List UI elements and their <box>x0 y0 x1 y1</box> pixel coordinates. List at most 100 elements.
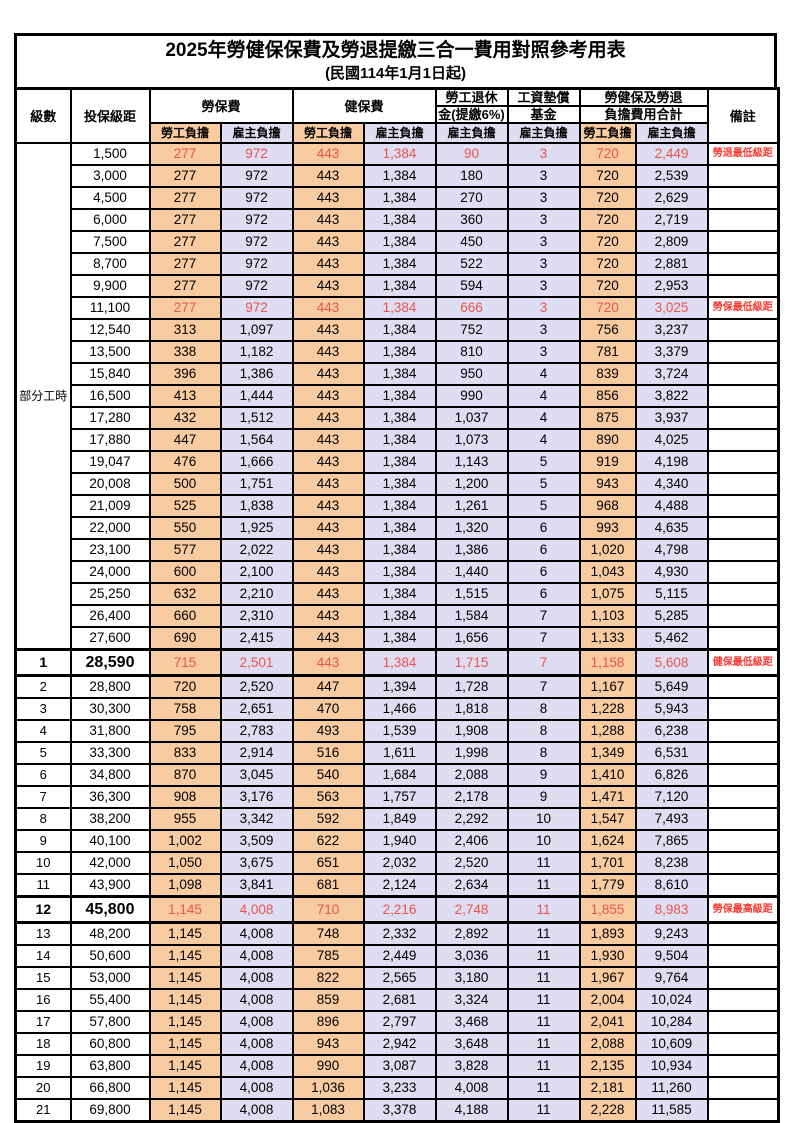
pension-employer-cell: 3,180 <box>434 966 509 990</box>
labor-employee-cell: 1,002 <box>148 829 222 853</box>
bracket-cell: 60,800 <box>69 1032 151 1056</box>
total-employer-cell: 6,238 <box>634 719 709 743</box>
health-employer-cell: 1,384 <box>362 252 437 276</box>
health-employer-cell: 3,378 <box>362 1098 437 1123</box>
health-employee-cell: 896 <box>291 1010 365 1034</box>
labor-employee-cell: 715 <box>148 648 222 677</box>
total-employee-cell: 1,167 <box>578 674 637 699</box>
subheader-health-employee: 勞工負擔 <box>291 122 365 144</box>
total-employer-cell: 3,822 <box>634 384 709 408</box>
wage-fund-employer-cell: 3 <box>506 340 581 364</box>
pension-employer-cell: 90 <box>434 142 509 166</box>
labor-employer-cell: 2,415 <box>219 626 294 651</box>
col-header-total-line2: 負擔費用合計 <box>578 105 709 124</box>
table-row: 24,000 600 2,100 443 1,384 1,440 6 1,043 4,930 <box>16 560 780 584</box>
remark-cell <box>706 186 780 210</box>
col-header-total-line1: 勞健保及勞退 <box>578 87 709 107</box>
labor-employer-cell: 1,444 <box>219 384 294 408</box>
wage-fund-employer-cell: 11 <box>506 1010 581 1034</box>
table-row: 27,600 690 2,415 443 1,384 1,656 7 1,133 5,462 <box>16 626 780 651</box>
labor-employee-cell: 500 <box>148 472 222 496</box>
remark-cell <box>706 851 780 875</box>
labor-employee-cell: 277 <box>148 208 222 232</box>
labor-employer-cell: 1,386 <box>219 362 294 386</box>
pension-employer-cell: 1,656 <box>434 626 509 651</box>
pension-employer-cell: 3,648 <box>434 1032 509 1056</box>
labor-employer-cell: 972 <box>219 186 294 210</box>
labor-employee-cell: 277 <box>148 252 222 276</box>
table-row: 10 42,000 1,050 3,675 651 2,032 2,520 11 1,701 8,… <box>14 851 780 875</box>
health-employer-cell: 1,466 <box>362 697 437 721</box>
table-row: 21 69,800 1,145 4,008 1,083 3,378 4,188 11 2,228… <box>14 1098 780 1123</box>
bracket-cell: 34,800 <box>69 763 151 787</box>
wage-fund-employer-cell: 11 <box>506 988 581 1012</box>
total-employer-cell: 5,608 <box>634 648 709 677</box>
bracket-cell: 43,900 <box>69 873 151 898</box>
total-employer-cell: 3,379 <box>634 340 709 364</box>
bracket-cell: 4,500 <box>69 186 151 210</box>
remark-cell <box>706 362 780 386</box>
bracket-cell: 48,200 <box>69 921 151 946</box>
bracket-cell: 11,100 <box>69 296 151 320</box>
wage-fund-employer-cell: 7 <box>506 648 581 677</box>
wage-fund-employer-cell: 5 <box>506 494 581 518</box>
wage-fund-employer-cell: 6 <box>506 560 581 584</box>
table-row: 20,008 500 1,751 443 1,384 1,200 5 943 4,340 <box>16 472 780 496</box>
pension-employer-cell: 2,520 <box>434 851 509 875</box>
table-row: 5 33,300 833 2,914 516 1,611 1,998 8 1,349 6,531 <box>14 741 780 765</box>
bracket-cell: 27,600 <box>69 626 151 651</box>
labor-employer-cell: 972 <box>219 208 294 232</box>
labor-employer-cell: 4,008 <box>219 1076 294 1100</box>
total-employer-cell: 3,025 <box>634 296 709 320</box>
level-cell: 20 <box>14 1076 72 1100</box>
table-row: 11 43,900 1,098 3,841 681 2,124 2,634 11 1,779 8,… <box>14 873 780 898</box>
wage-fund-employer-cell: 3 <box>506 186 581 210</box>
remark-cell: 勞保最高級距 <box>706 895 780 924</box>
health-employee-cell: 443 <box>291 582 365 606</box>
health-employee-cell: 516 <box>291 741 365 765</box>
labor-employee-cell: 1,145 <box>148 1032 222 1056</box>
pension-employer-cell: 752 <box>434 318 509 342</box>
table-row: 25,250 632 2,210 443 1,384 1,515 6 1,075 5,115 <box>16 582 780 606</box>
table-row: 4,500 277 972 443 1,384 270 3 720 2,629 <box>16 186 780 210</box>
bracket-cell: 9,900 <box>69 274 151 298</box>
remark-cell <box>706 697 780 721</box>
total-employer-cell: 6,826 <box>634 763 709 787</box>
pension-employer-cell: 1,818 <box>434 697 509 721</box>
health-employee-cell: 1,083 <box>291 1098 365 1123</box>
total-employee-cell: 1,133 <box>578 626 637 651</box>
labor-employer-cell: 1,925 <box>219 516 294 540</box>
remark-cell <box>706 719 780 743</box>
remark-cell <box>706 921 780 946</box>
col-header-wage-fund-line2: 基金 <box>506 105 581 124</box>
table-row: 15 53,000 1,145 4,008 822 2,565 3,180 11 1,967 9,… <box>14 966 780 990</box>
labor-employer-cell: 2,310 <box>219 604 294 628</box>
wage-fund-employer-cell: 3 <box>506 230 581 254</box>
remark-cell <box>706 516 780 540</box>
labor-employer-cell: 4,008 <box>219 921 294 946</box>
table-row: 11,100 277 972 443 1,384 666 3 720 3,025 勞保最低級距 <box>16 296 780 320</box>
bracket-cell: 26,400 <box>69 604 151 628</box>
table-body: 部分工時 1,500 277 972 443 1,384 90 3 720 2,449 勞退最低級距… <box>14 142 780 1123</box>
total-employer-cell: 4,930 <box>634 560 709 584</box>
bracket-cell: 30,300 <box>69 697 151 721</box>
health-employer-cell: 1,384 <box>362 230 437 254</box>
fee-table: 級數 投保級距 勞保費 健保費 勞工退休 工資墊償 勞健保及勞退 備註 金(提繳… <box>14 87 781 1123</box>
subheader-pension-employer: 雇主負擔 <box>434 122 509 144</box>
wage-fund-employer-cell: 9 <box>506 763 581 787</box>
labor-employer-cell: 1,751 <box>219 472 294 496</box>
bracket-cell: 20,008 <box>69 472 151 496</box>
total-employer-cell: 5,649 <box>634 674 709 699</box>
bracket-cell: 36,300 <box>69 785 151 809</box>
page-title: 2025年勞健保保費及勞退提繳三合一費用對照參考用表 <box>165 40 626 61</box>
wage-fund-employer-cell: 4 <box>506 362 581 386</box>
labor-employer-cell: 3,841 <box>219 873 294 898</box>
level-cell: 1 <box>14 648 72 677</box>
health-employer-cell: 3,087 <box>362 1054 437 1078</box>
health-employee-cell: 990 <box>291 1054 365 1078</box>
bracket-cell: 8,700 <box>69 252 151 276</box>
header-group-row-2: 金(提繳6%) 基金 負擔費用合計 <box>16 105 779 124</box>
health-employee-cell: 443 <box>291 362 365 386</box>
pension-employer-cell: 2,406 <box>434 829 509 853</box>
health-employer-cell: 1,384 <box>362 186 437 210</box>
